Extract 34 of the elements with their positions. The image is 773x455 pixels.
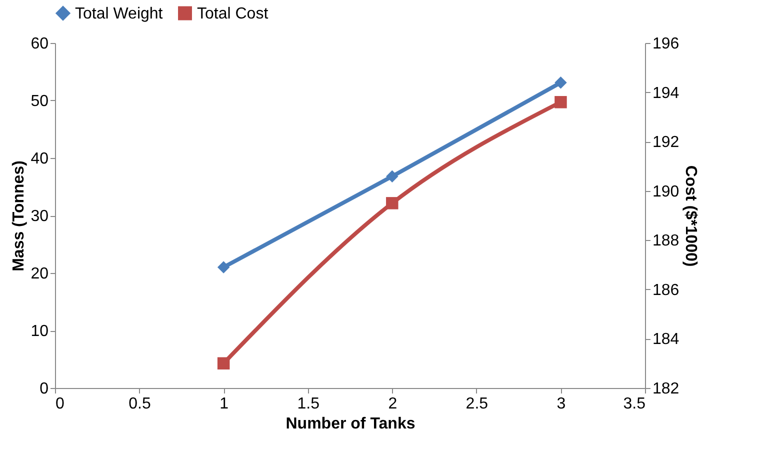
x-tick-label: 2.5 [466,396,488,412]
y2-tick-label: 196 [652,36,680,52]
point [386,197,398,210]
point [217,357,230,370]
y-axis-title: Mass (Tonnes) [10,160,28,272]
x-tick-label: 3.5 [623,396,646,412]
y2-tick-label: 186 [652,282,680,299]
legend-label: Total Weight [75,5,164,22]
y-tick-label: 50 [30,93,49,110]
y2-tick-label: 192 [652,134,680,152]
point [217,261,230,274]
y-tick-label: 60 [30,36,49,52]
y2-tick-label: 184 [652,331,680,348]
y-tick-label: 0 [40,380,49,398]
x-axis-title: Number of Tanks [286,416,416,432]
x-tick-label: 2 [388,396,398,412]
x-tick-label: 1.5 [297,396,320,412]
y-tick-label: 40 [30,150,49,168]
y2-tick-label: 194 [652,84,680,102]
y2-tick-label: 188 [652,232,680,250]
y2-tick-label: 190 [652,183,680,200]
y-tick-label: 30 [30,208,49,225]
y2-tick-label: 182 [652,380,680,398]
legend-label: Total Cost [197,5,269,22]
point [554,96,567,108]
point [554,76,567,89]
y-tick-label: 10 [30,323,49,340]
y-tick-label: 20 [30,266,49,282]
x-tick-label: 3 [556,396,566,412]
y2-axis-title: Cost ($*1000) [682,165,700,267]
x-tick-label: 1 [220,396,229,412]
point [386,170,398,183]
x-tick-label: 0 [56,396,64,412]
x-tick-label: 0.5 [128,396,152,412]
